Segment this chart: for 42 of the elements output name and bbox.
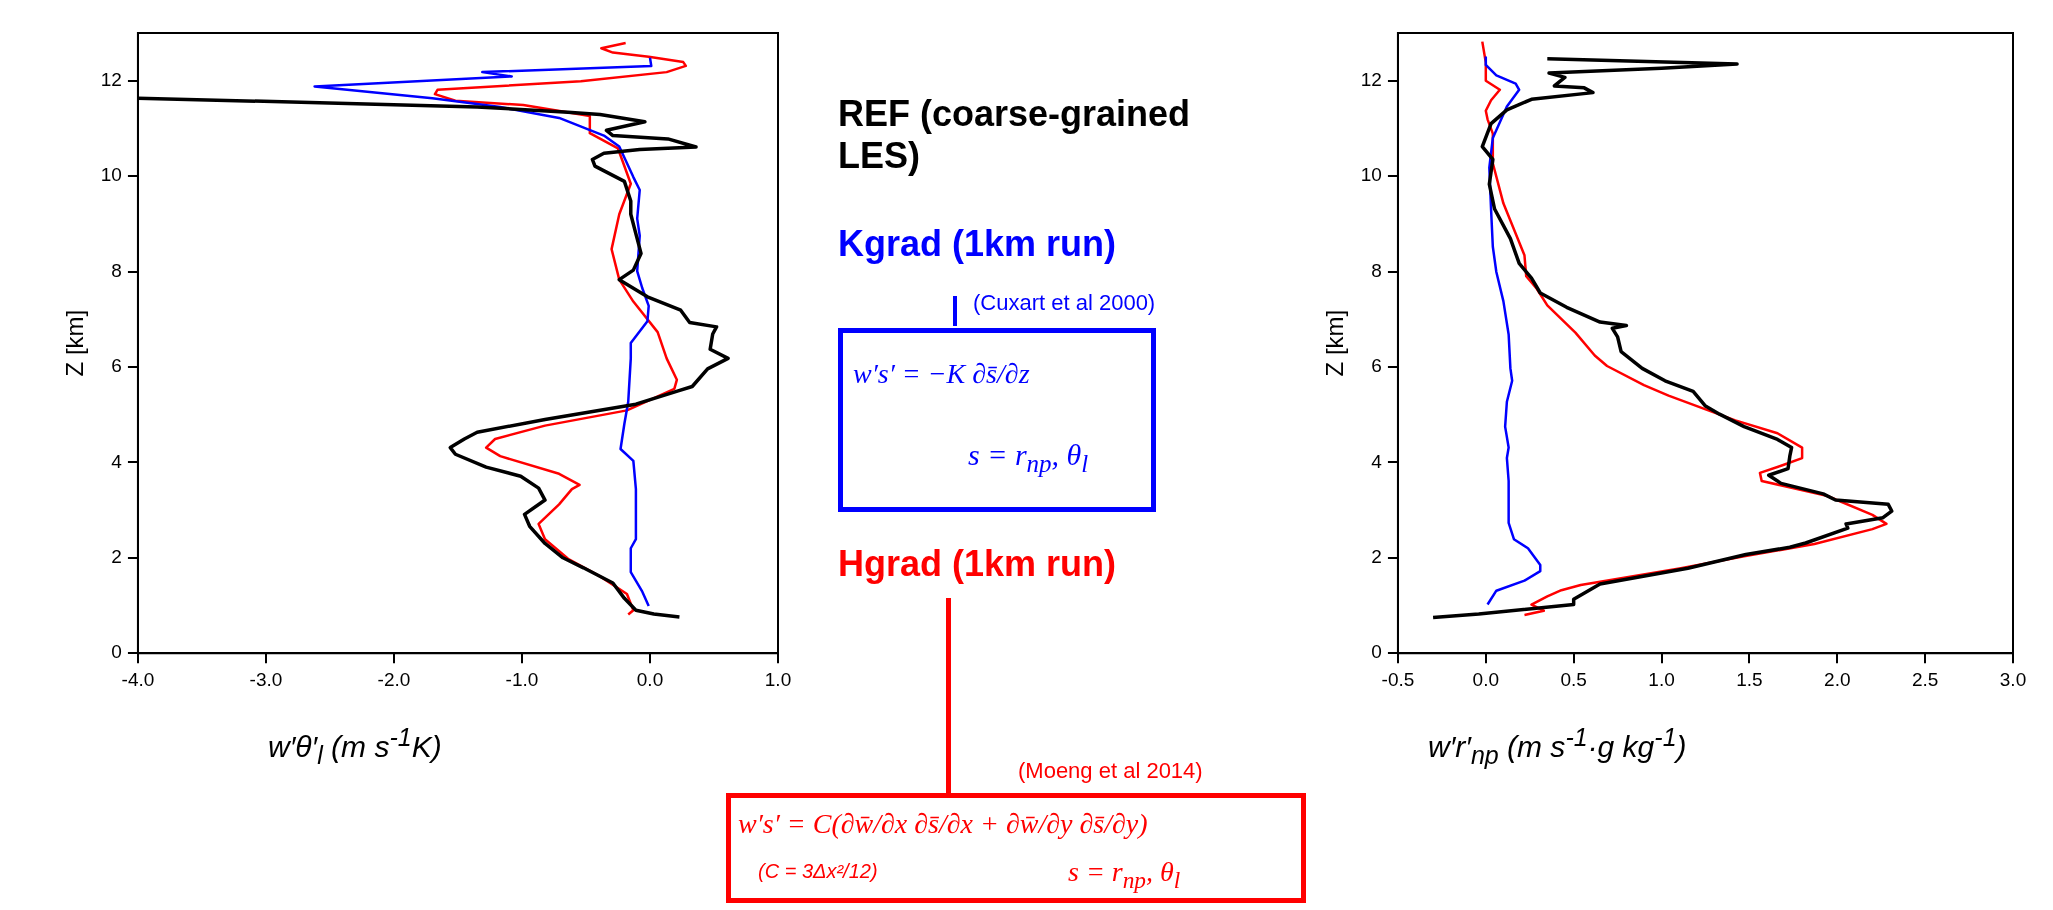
- x-tick-label: 2.5: [1911, 668, 1939, 690]
- y-tick-label: 0: [1371, 641, 1382, 663]
- x-tick-label: 0.0: [1472, 668, 1500, 690]
- x-tick-label: 1.0: [1648, 668, 1675, 690]
- y-tick-label: 2: [111, 546, 122, 568]
- y-tick-label: 10: [100, 164, 122, 186]
- y-tick-label: 8: [111, 259, 122, 281]
- y-tick-label: 12: [100, 68, 122, 90]
- x-tick-label: 1.5: [1736, 668, 1763, 690]
- y-tick-label: 6: [1371, 355, 1382, 377]
- x-tick-label: -2.0: [377, 668, 411, 690]
- x-tick-label: -0.5: [1381, 668, 1415, 690]
- text: (Moeng et al 2014): [1018, 758, 1203, 784]
- x-tick-label: 0.0: [636, 668, 664, 690]
- x-tick-label: 2.0: [1824, 668, 1851, 690]
- text: s = r$_{np}$, θ$_{l}$: [1068, 856, 1181, 894]
- y-tick-label: 8: [1371, 259, 1382, 281]
- x-tick-label: -4.0: [121, 668, 155, 690]
- x-axis-title: w′θ′$_{l}$ (m s$^{-1}$K): [268, 723, 442, 770]
- y-tick-label: 10: [1360, 164, 1382, 186]
- text: w′s′ = C(∂w̄/∂x ∂s̄/∂x + ∂w̄/∂y ∂s̄/∂y): [738, 808, 1148, 840]
- y-tick-label: 12: [1360, 68, 1382, 90]
- text: Kgrad (1km run): [838, 223, 1118, 265]
- y-tick-label: 0: [111, 641, 122, 663]
- x-tick-label: -1.0: [505, 668, 539, 690]
- y-tick-label: 6: [111, 355, 122, 377]
- x-tick-label: 3.0: [1999, 668, 2027, 690]
- y-axis-title: Z [km]: [61, 309, 89, 377]
- text: (C = 3Δx²/12): [758, 860, 878, 883]
- y-tick-label: 4: [111, 450, 123, 472]
- x-tick-label: 0.5: [1560, 668, 1587, 690]
- text: (Cuxart et al 2000): [973, 290, 1156, 316]
- text: Hgrad (1km run): [838, 543, 1118, 585]
- text: REF (coarse-grained LES): [838, 93, 1192, 177]
- text: w′s′ = −K ∂s̄/∂z: [853, 358, 1030, 390]
- y-axis-title: Z [km]: [1321, 309, 1349, 377]
- text: s = r$_{np}$, θ$_{l}$: [968, 438, 1089, 478]
- y-tick-label: 4: [1371, 450, 1383, 472]
- x-tick-label: -3.0: [249, 668, 283, 690]
- y-tick-label: 2: [1371, 546, 1382, 568]
- x-tick-label: 1.0: [764, 668, 792, 690]
- x-axis-title: w′r′$_{np}$ (m s$^{-1}$·g kg$^{-1}$): [1428, 723, 1687, 770]
